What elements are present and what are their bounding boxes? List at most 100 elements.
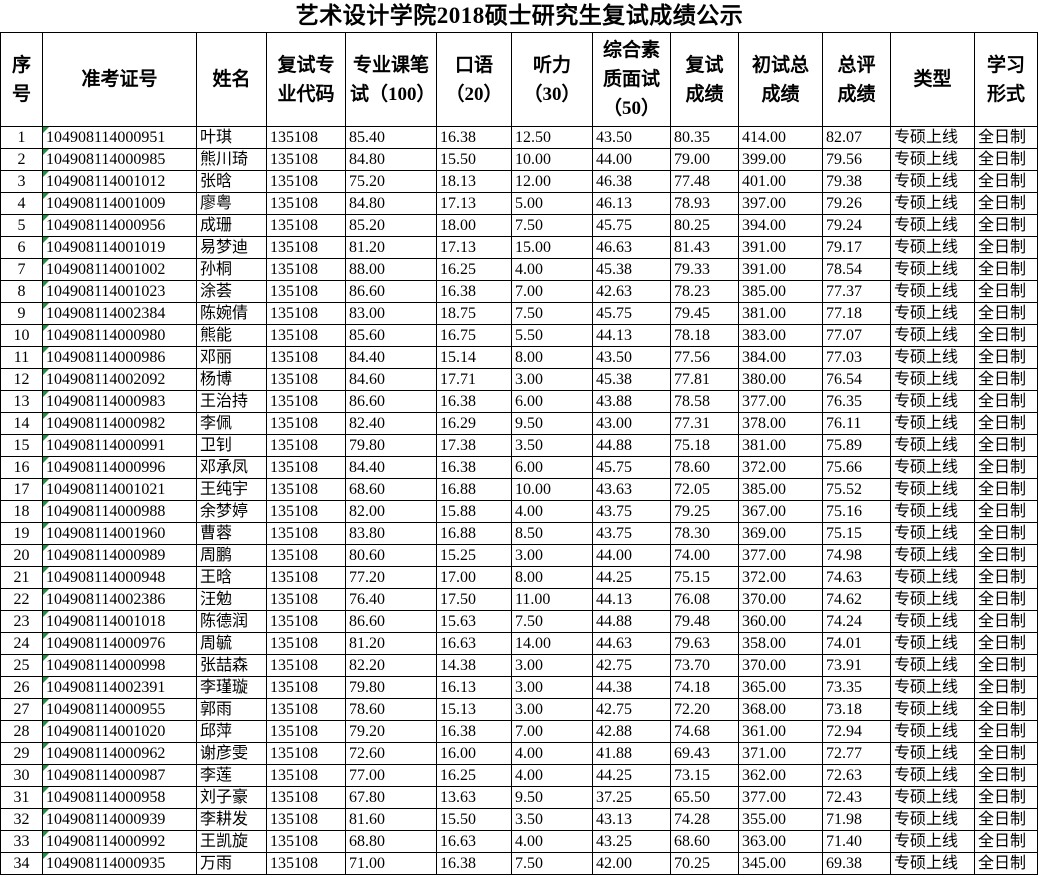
header-exam-id: 准考证号 [42, 32, 197, 127]
cell-initial-score: 394.00 [738, 214, 823, 237]
cell-listening: 5.00 [511, 192, 593, 215]
cell-written-test: 84.40 [345, 456, 437, 479]
cell-oral: 16.25 [436, 258, 512, 281]
cell-interview: 45.75 [592, 456, 671, 479]
cell-index: 8 [0, 280, 43, 303]
table-row: 29 104908114000962 谢彦雯 135108 72.60 16.00 4.00… [0, 742, 1038, 765]
table-row: 12 104908114002092 杨博 135108 84.60 17.71 3.00 4… [0, 368, 1038, 391]
cell-index: 5 [0, 214, 43, 237]
cell-study-mode: 全日制 [974, 412, 1038, 435]
cell-total-score: 75.15 [822, 522, 891, 545]
cell-oral: 17.71 [436, 368, 512, 391]
cell-exam-id: 104908114001021 [42, 478, 197, 501]
cell-retest-score: 79.48 [670, 610, 739, 633]
cell-oral: 16.75 [436, 324, 512, 347]
cell-study-mode: 全日制 [974, 346, 1038, 369]
cell-listening: 14.00 [511, 632, 593, 655]
header-retest-score: 复试成绩 [670, 32, 739, 127]
cell-written-test: 86.60 [345, 610, 437, 633]
cell-interview: 42.88 [592, 720, 671, 743]
cell-total-score: 71.98 [822, 808, 891, 831]
cell-retest-score: 77.31 [670, 412, 739, 435]
cell-major-code: 135108 [266, 214, 346, 237]
cell-listening: 9.50 [511, 412, 593, 435]
cell-index: 7 [0, 258, 43, 281]
cell-initial-score: 401.00 [738, 170, 823, 193]
cell-exam-id: 104908114002384 [42, 302, 197, 325]
cell-study-mode: 全日制 [974, 236, 1038, 259]
cell-type: 专硕上线 [890, 280, 975, 303]
cell-index: 21 [0, 566, 43, 589]
table-row: 33 104908114000992 王凯旋 135108 68.80 16.63 4.00… [0, 830, 1038, 853]
cell-initial-score: 380.00 [738, 368, 823, 391]
cell-name: 王纯宇 [196, 478, 267, 501]
cell-written-test: 85.20 [345, 214, 437, 237]
cell-written-test: 79.80 [345, 676, 437, 699]
cell-exam-id: 104908114000989 [42, 544, 197, 567]
cell-initial-score: 399.00 [738, 148, 823, 171]
table-row: 25 104908114000998 张喆森 135108 82.20 14.38 3.00… [0, 654, 1038, 677]
cell-major-code: 135108 [266, 830, 346, 853]
cell-listening: 12.00 [511, 170, 593, 193]
table-row: 26 104908114002391 李瑾璇 135108 79.80 16.13 3.00… [0, 676, 1038, 699]
cell-name: 王治持 [196, 390, 267, 413]
cell-exam-id: 104908114000955 [42, 698, 197, 721]
cell-type: 专硕上线 [890, 236, 975, 259]
cell-initial-score: 391.00 [738, 258, 823, 281]
cell-name: 熊川琦 [196, 148, 267, 171]
cell-name: 曹蓉 [196, 522, 267, 545]
cell-name: 李瑾璇 [196, 676, 267, 699]
cell-type: 专硕上线 [890, 632, 975, 655]
cell-interview: 44.25 [592, 566, 671, 589]
cell-retest-score: 78.30 [670, 522, 739, 545]
cell-listening: 4.00 [511, 830, 593, 853]
cell-major-code: 135108 [266, 566, 346, 589]
header-row: 序号 准考证号 姓名 复试专业代码 专业课笔试（100） 口语（20） 听力（3… [0, 32, 1038, 127]
cell-listening: 6.00 [511, 390, 593, 413]
cell-study-mode: 全日制 [974, 852, 1038, 875]
cell-interview: 42.75 [592, 698, 671, 721]
header-initial-score: 初试总成绩 [738, 32, 823, 127]
cell-initial-score: 381.00 [738, 434, 823, 457]
cell-type: 专硕上线 [890, 654, 975, 677]
cell-major-code: 135108 [266, 676, 346, 699]
cell-exam-id: 104908114000985 [42, 148, 197, 171]
cell-retest-score: 70.25 [670, 852, 739, 875]
cell-total-score: 72.43 [822, 786, 891, 809]
cell-listening: 3.00 [511, 368, 593, 391]
cell-initial-score: 397.00 [738, 192, 823, 215]
cell-interview: 46.38 [592, 170, 671, 193]
cell-oral: 17.13 [436, 192, 512, 215]
header-oral: 口语（20） [436, 32, 512, 127]
cell-written-test: 82.40 [345, 412, 437, 435]
cell-interview: 42.63 [592, 280, 671, 303]
cell-oral: 16.00 [436, 742, 512, 765]
cell-total-score: 75.66 [822, 456, 891, 479]
cell-written-test: 84.40 [345, 346, 437, 369]
cell-exam-id: 104908114000982 [42, 412, 197, 435]
cell-index: 2 [0, 148, 43, 171]
cell-name: 陈婉倩 [196, 302, 267, 325]
cell-total-score: 79.24 [822, 214, 891, 237]
header-total-score: 总评成绩 [822, 32, 891, 127]
cell-written-test: 82.20 [345, 654, 437, 677]
cell-type: 专硕上线 [890, 346, 975, 369]
cell-type: 专硕上线 [890, 676, 975, 699]
cell-initial-score: 371.00 [738, 742, 823, 765]
cell-type: 专硕上线 [890, 610, 975, 633]
cell-initial-score: 385.00 [738, 478, 823, 501]
cell-total-score: 74.63 [822, 566, 891, 589]
cell-index: 17 [0, 478, 43, 501]
table-row: 10 104908114000980 熊能 135108 85.60 16.75 5.50 4… [0, 324, 1038, 347]
cell-initial-score: 377.00 [738, 390, 823, 413]
header-listening: 听力（30） [511, 32, 593, 127]
cell-major-code: 135108 [266, 456, 346, 479]
cell-listening: 9.50 [511, 786, 593, 809]
cell-initial-score: 345.00 [738, 852, 823, 875]
cell-study-mode: 全日制 [974, 742, 1038, 765]
cell-name: 熊能 [196, 324, 267, 347]
cell-total-score: 74.24 [822, 610, 891, 633]
cell-retest-score: 73.70 [670, 654, 739, 677]
table-row: 6 104908114001019 易梦迪 135108 81.20 17.13 15.00… [0, 236, 1038, 259]
cell-major-code: 135108 [266, 808, 346, 831]
